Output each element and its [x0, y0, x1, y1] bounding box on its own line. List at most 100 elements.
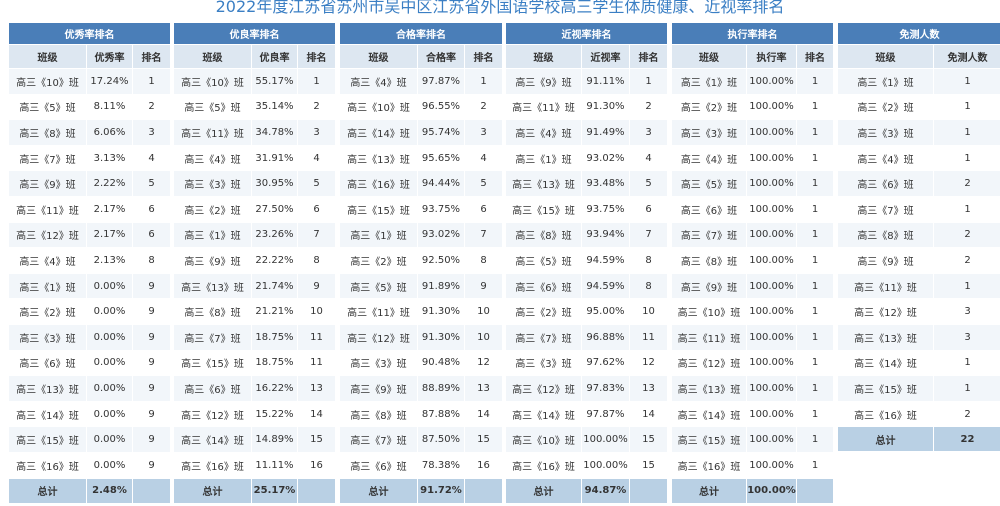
- column-header: 执行率: [746, 44, 797, 69]
- ranking-table: 执行率排名 班级 执行率 排名 高三《1》班 100.00% 1 高三《2》班 100.00% 1…: [671, 22, 834, 504]
- table-cell: 2.17%: [86, 221, 133, 249]
- table-cell: 1: [796, 298, 834, 325]
- column-header-row: 班级 免测人数: [837, 44, 1000, 69]
- table-caption: 免测人数: [837, 22, 1000, 45]
- column-header: 排名: [297, 44, 336, 69]
- table-cell: 1: [796, 400, 834, 428]
- total-label: 总计: [671, 477, 747, 504]
- table-cell: 1: [796, 221, 834, 249]
- table-row: 高三《4》班 31.91% 4: [173, 144, 336, 172]
- total-value: 94.87%: [581, 477, 630, 504]
- table-cell: 15: [629, 451, 668, 479]
- table-cell: 高三《5》班: [8, 93, 87, 121]
- table-row: 高三《4》班 91.49% 3: [505, 119, 668, 146]
- table-cell: 高三《3》班: [173, 170, 252, 197]
- table-cell: 高三《8》班: [671, 247, 747, 274]
- table-cell: 9: [297, 272, 336, 300]
- table-cell: 高三《3》班: [8, 323, 87, 351]
- table-cell: 12: [464, 349, 503, 377]
- table-cell: 30.95%: [251, 170, 298, 197]
- table-row: 高三《3》班 30.95% 5: [173, 170, 336, 197]
- table-row: 高三《9》班 22.22% 8: [173, 247, 336, 274]
- table-cell: 94.59%: [581, 247, 630, 274]
- table-cell: 0.00%: [86, 349, 133, 377]
- table-cell: 92.50%: [417, 247, 465, 274]
- table-row: 高三《7》班 96.88% 11: [505, 323, 668, 351]
- table-cell: 1: [796, 426, 834, 453]
- table-row: 高三《14》班 97.87% 14: [505, 400, 668, 428]
- table-row: 高三《1》班 23.26% 7: [173, 221, 336, 249]
- table-row: 高三《14》班 1: [837, 349, 1000, 377]
- table-row: 高三《12》班 3: [837, 298, 1000, 325]
- table-cell: 高三《5》班: [173, 93, 252, 121]
- table-cell: 1: [933, 195, 1000, 223]
- table-row: 高三《16》班 2: [837, 400, 1000, 428]
- table-cell: 87.50%: [417, 426, 465, 453]
- table-cell: 95.65%: [417, 144, 465, 172]
- table-cell: 高三《11》班: [671, 323, 747, 351]
- table-cell: 97.87%: [581, 400, 630, 428]
- table-cell: 91.30%: [581, 93, 630, 121]
- table-cell: 100.00%: [746, 323, 797, 351]
- table-cell: 1: [796, 195, 834, 223]
- table-cell: 高三《10》班: [173, 68, 252, 95]
- column-header: 班级: [339, 44, 418, 69]
- table-cell: 100.00%: [746, 170, 797, 197]
- table-cell: 6: [132, 221, 171, 249]
- table-cell: 1: [796, 349, 834, 377]
- total-row: 总计 25.17%: [173, 477, 336, 504]
- ranking-panel: 优良率排名 班级 优良率 排名 高三《10》班 55.17% 1 高三《5》班 35.14% 2 高…: [173, 22, 336, 504]
- total-label: 总计: [837, 426, 934, 453]
- table-cell: 高三《6》班: [339, 451, 418, 479]
- table-cell: 2: [629, 93, 668, 121]
- table-caption-row: 执行率排名: [671, 22, 834, 45]
- table-cell: 2: [297, 93, 336, 121]
- table-cell: 78.38%: [417, 451, 465, 479]
- table-cell: 16: [464, 451, 503, 479]
- table-cell: 100.00%: [746, 426, 797, 453]
- table-cell: 高三《6》班: [671, 195, 747, 223]
- table-row: 高三《9》班 2.22% 5: [8, 170, 171, 197]
- table-cell: 高三《8》班: [339, 400, 418, 428]
- table-row: 高三《5》班 35.14% 2: [173, 93, 336, 121]
- table-cell: 5: [629, 170, 668, 197]
- table-cell: 高三《5》班: [339, 272, 418, 300]
- table-row: 高三《9》班 100.00% 1: [671, 272, 834, 300]
- total-value: 22: [933, 426, 1000, 453]
- table-row: 高三《13》班 21.74% 9: [173, 272, 336, 300]
- table-cell: 96.55%: [417, 93, 465, 121]
- total-row: 总计 22: [837, 426, 1000, 453]
- table-cell: 0.00%: [86, 298, 133, 325]
- table-cell: 95.00%: [581, 298, 630, 325]
- table-cell: 0.00%: [86, 375, 133, 402]
- table-cell: 高三《9》班: [671, 272, 747, 300]
- table-cell: 15: [464, 426, 503, 453]
- table-row: 高三《8》班 87.88% 14: [339, 400, 503, 428]
- table-row: 高三《4》班 1: [837, 144, 1000, 172]
- table-cell: 2: [933, 247, 1000, 274]
- table-row: 高三《3》班 90.48% 12: [339, 349, 503, 377]
- table-row: 高三《14》班 100.00% 1: [671, 400, 834, 428]
- table-cell: 21.21%: [251, 298, 298, 325]
- table-cell: 1: [132, 68, 171, 95]
- table-cell: 5: [464, 170, 503, 197]
- table-row: 高三《6》班 0.00% 9: [8, 349, 171, 377]
- total-label: 总计: [505, 477, 582, 504]
- table-cell: 0.00%: [86, 323, 133, 351]
- table-row: 高三《7》班 1: [837, 195, 1000, 223]
- table-cell: 高三《14》班: [837, 349, 934, 377]
- table-cell: 高三《6》班: [8, 349, 87, 377]
- table-row: 高三《16》班 100.00% 15: [505, 451, 668, 479]
- table-row: 高三《2》班 95.00% 10: [505, 298, 668, 325]
- table-cell: 9: [132, 426, 171, 453]
- total-blank: [629, 477, 668, 504]
- table-cell: 2.17%: [86, 195, 133, 223]
- table-row: 高三《14》班 0.00% 9: [8, 400, 171, 428]
- table-cell: 1: [933, 68, 1000, 95]
- table-row: 高三《11》班 34.78% 3: [173, 119, 336, 146]
- table-cell: 1: [796, 451, 834, 479]
- table-cell: 7: [464, 221, 503, 249]
- table-caption: 合格率排名: [339, 22, 503, 45]
- table-row: 高三《3》班 0.00% 9: [8, 323, 171, 351]
- table-cell: 3: [132, 119, 171, 146]
